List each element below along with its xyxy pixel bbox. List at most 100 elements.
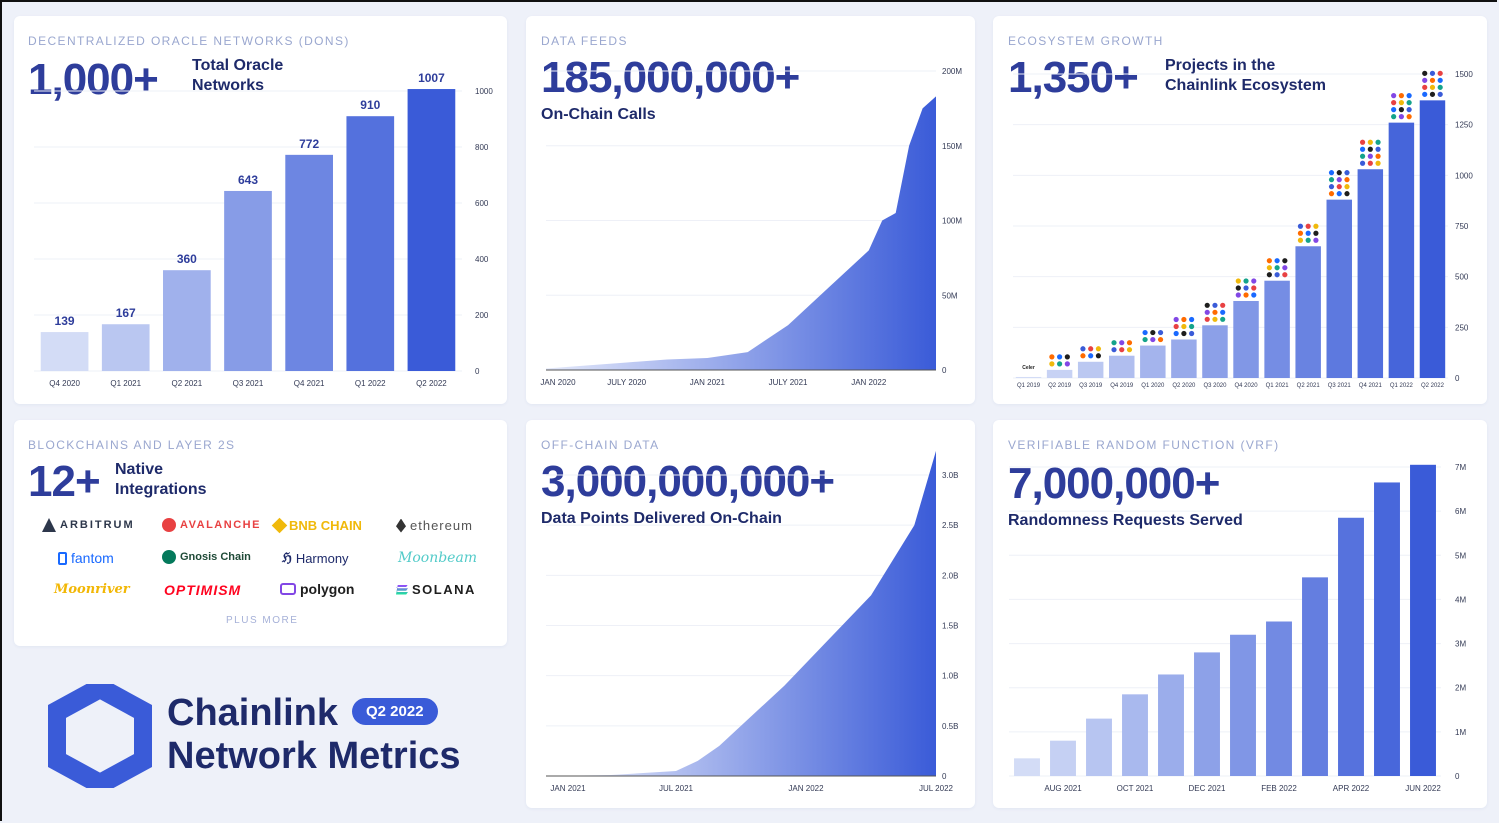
category-label: OFF-CHAIN DATA	[541, 438, 660, 452]
bar	[163, 270, 211, 371]
bar	[1326, 199, 1352, 378]
project-logo-icon	[1126, 340, 1133, 346]
project-logo-icon	[1088, 353, 1094, 359]
project-logo-icon	[1437, 77, 1443, 83]
bar	[1194, 652, 1220, 776]
project-logo-icon	[1422, 70, 1428, 76]
y-tick-label: 600	[475, 199, 489, 208]
project-logo-icon	[1274, 265, 1280, 271]
project-logo-icon	[1274, 258, 1280, 264]
y-tick-label: 1250	[1455, 121, 1473, 130]
project-logo-icon	[1336, 191, 1342, 197]
bar	[1014, 758, 1040, 776]
y-tick-label: 1.0B	[942, 672, 958, 681]
project-logo-icon	[1189, 330, 1195, 337]
project-logo-icon	[1220, 316, 1226, 322]
card-off-chain-data: OFF-CHAIN DATA 3,000,000,000+ Data Point…	[526, 420, 975, 808]
x-tick-label: Q1 2019	[1017, 383, 1041, 389]
y-tick-label: 3.0B	[942, 471, 958, 480]
bar	[1122, 694, 1148, 776]
project-logo-icon	[1375, 160, 1381, 166]
quarter-badge: Q2 2022	[352, 698, 438, 725]
project-logo-icon	[1344, 191, 1350, 197]
project-logo-icon	[1305, 230, 1311, 236]
project-logo-icon	[1235, 278, 1241, 284]
bar	[40, 332, 89, 371]
logo-bnb-chain: BNB CHAIN	[271, 517, 362, 534]
x-tick-label: Q2 2022	[416, 379, 447, 388]
y-tick-label: 1M	[1455, 728, 1466, 737]
project-logo-icon	[1359, 139, 1366, 145]
project-logo-icon	[1243, 292, 1249, 298]
project-logo-icon	[1266, 265, 1272, 271]
project-logo-icon	[1429, 91, 1436, 97]
bar	[1233, 300, 1259, 378]
logo-gnosis-chain: Gnosis Chain	[162, 550, 251, 564]
x-tick-label: Q3 2021	[1328, 383, 1352, 389]
y-tick-label: 1500	[1455, 70, 1473, 79]
x-tick-label: Q4 2020	[49, 379, 80, 388]
project-logo-icon	[1095, 346, 1102, 352]
project-logo-icon	[1274, 272, 1280, 278]
category-label: ECOSYSTEM GROWTH	[1008, 34, 1164, 48]
project-logo-icon	[1235, 292, 1241, 298]
y-tick-label: 150M	[942, 142, 962, 151]
x-tick-label: JAN 2022	[788, 784, 824, 793]
category-label: DECENTRALIZED ORACLE NETWORKS (DONs)	[28, 34, 350, 48]
project-logo-icon	[1173, 323, 1179, 330]
solana-icon	[396, 584, 408, 595]
project-logo-icon	[1375, 139, 1381, 145]
project-logo-icon	[1282, 258, 1288, 264]
logo-moonriver: Moonriver	[54, 582, 130, 597]
chart-data-feeds: 0 50M 100M 150M 200M JAN 2020 JULY 2020 JAN 202…	[540, 67, 962, 387]
y-tick-label: 4M	[1455, 595, 1466, 604]
y-tick-label: 2M	[1455, 684, 1466, 693]
logo-label: Gnosis Chain	[180, 551, 251, 563]
logo-label: SOLANA	[412, 582, 476, 597]
y-tick-label: 1.5B	[942, 622, 958, 631]
project-logo-icon	[1088, 346, 1094, 352]
project-logo-icon	[1367, 153, 1373, 159]
y-tick-label: 5M	[1455, 551, 1466, 560]
project-logo-icon	[1266, 258, 1272, 264]
y-tick-label: 750	[1455, 222, 1469, 231]
project-logo-icon	[1095, 353, 1102, 359]
card-vrf: VERIFIABLE RANDOM FUNCTION (VRF) 7,000,0…	[993, 420, 1487, 808]
bar	[1338, 517, 1364, 776]
project-logo-icon	[1344, 177, 1350, 183]
x-tick-label: JUN 2022	[1405, 784, 1441, 793]
y-tick-label: 400	[475, 255, 489, 264]
project-logo-icon	[1336, 170, 1342, 176]
project-logo-icon	[1119, 347, 1125, 353]
project-logo-icon	[1142, 336, 1148, 343]
project-logo-icon	[1437, 91, 1443, 97]
x-tick-label: Q4 2021	[1359, 383, 1383, 389]
project-logo-icon	[1422, 77, 1428, 83]
project-logo-icon	[1282, 265, 1288, 271]
bar	[101, 324, 150, 371]
bar	[1158, 674, 1184, 776]
logo-fantom: fantom	[58, 550, 114, 566]
project-logo-icon	[1305, 237, 1311, 243]
project-logo-icon	[1367, 160, 1373, 166]
bar	[1015, 376, 1042, 378]
project-logo-icon	[1243, 278, 1249, 284]
x-tick-label: Q2 2019	[1048, 383, 1072, 389]
project-logo-icon	[1429, 84, 1436, 90]
project-logo-icon	[1204, 316, 1210, 322]
bar	[1140, 345, 1166, 378]
chart-vrf: 0 1M 2M 3M 4M 5M 6M 7M AUG 2021 OCT 2021 DEC 2021 F…	[1009, 463, 1466, 793]
y-tick-label: 800	[475, 143, 489, 152]
project-logo-icon	[1212, 302, 1218, 308]
y-tick-label: 200M	[942, 67, 962, 76]
project-logo-icon	[1189, 316, 1195, 323]
y-tick-label: 250	[1455, 323, 1469, 332]
y-tick-label: 7M	[1455, 463, 1466, 472]
x-tick-label: Q3 2019	[1079, 383, 1103, 389]
x-tick-label: APR 2022	[1333, 784, 1370, 793]
x-tick-label: Q3 2020	[1203, 383, 1227, 389]
project-logo-icon	[1282, 272, 1288, 278]
card-ecosystem: ECOSYSTEM GROWTH 1,350+ Projects in the …	[993, 16, 1487, 404]
x-tick-label: Q1 2022	[355, 379, 386, 388]
